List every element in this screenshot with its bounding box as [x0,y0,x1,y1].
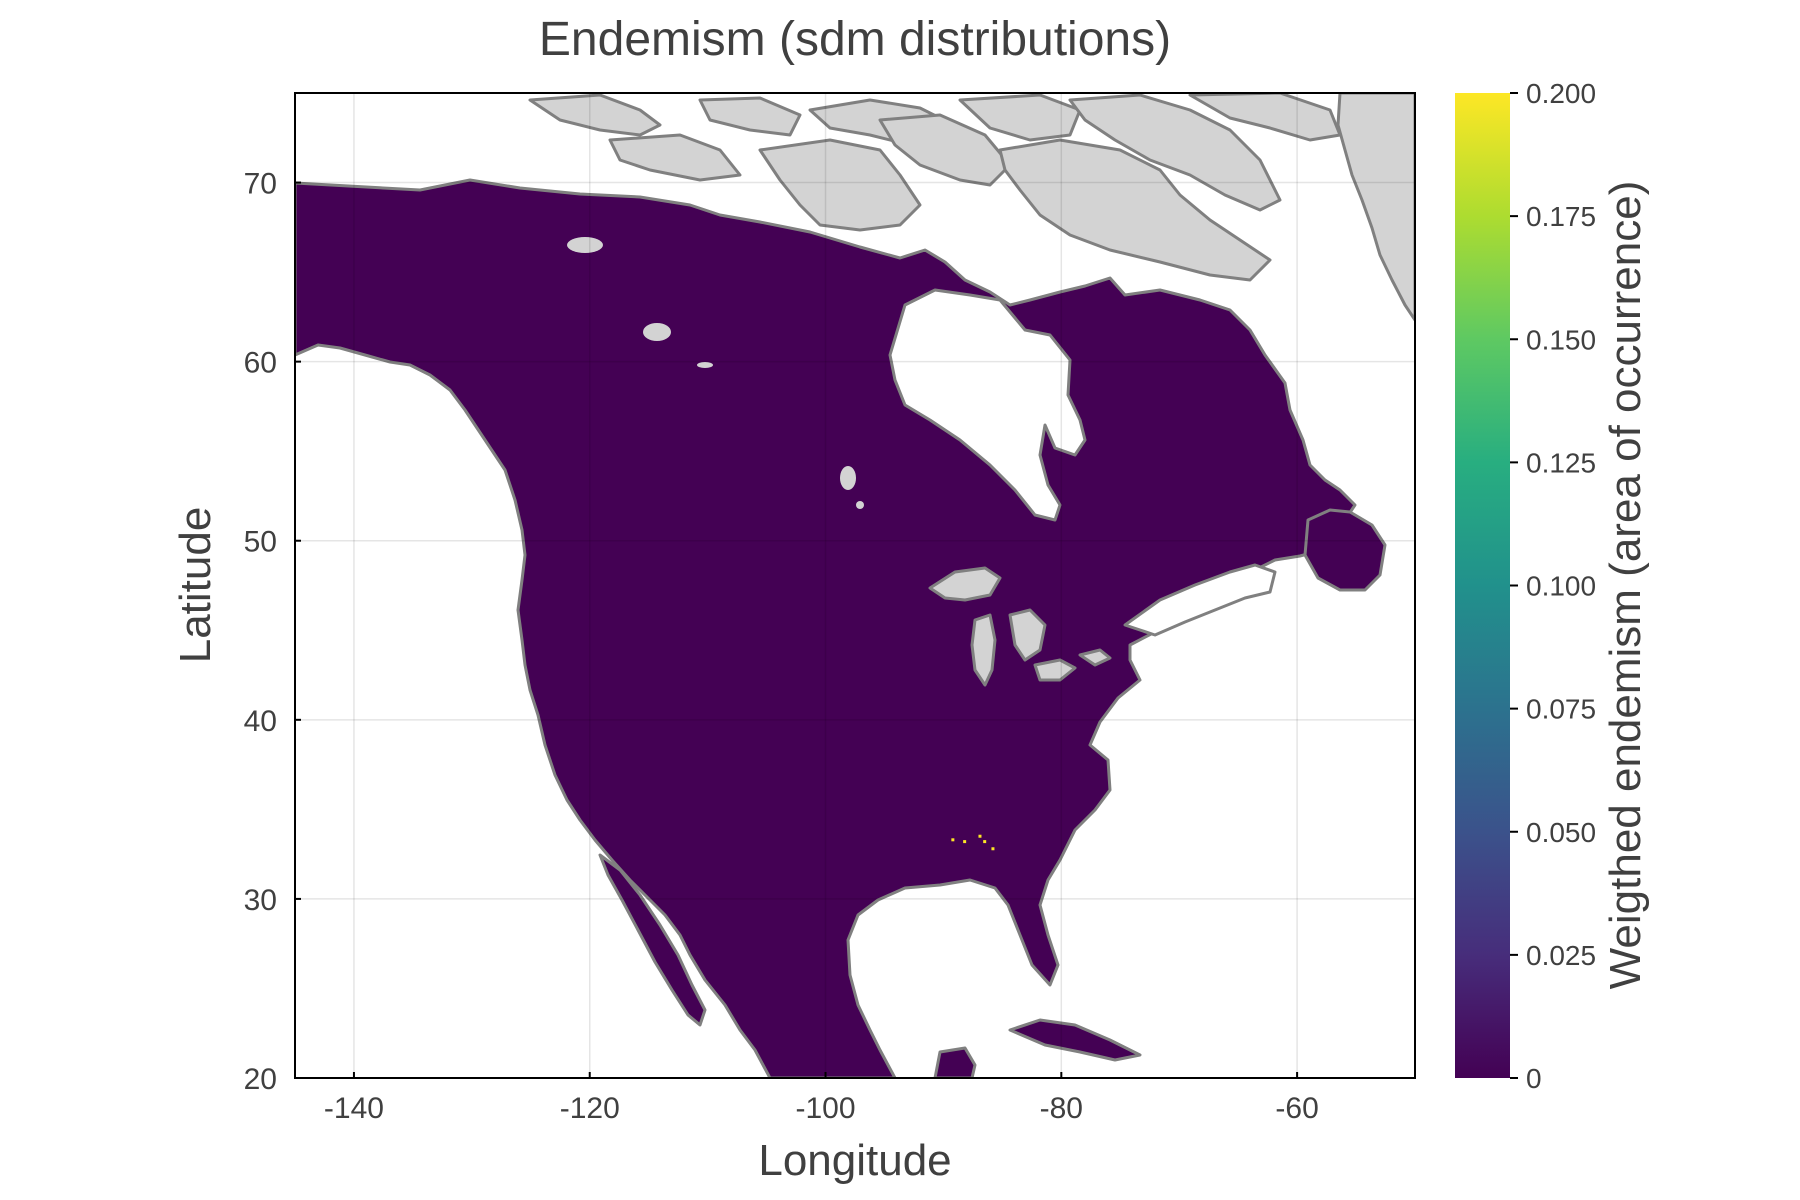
newfoundland [1303,508,1387,592]
highlight-cell [978,834,982,838]
gulf-st-lawrence [1123,563,1277,637]
highlight-cells [951,834,995,851]
colorbar-label: Weigthed endemism (area of occurrence) [1601,181,1650,990]
arctic-islands [528,93,1342,282]
inland-lake [697,362,713,368]
arctic-island [698,96,802,137]
hudson-bay [888,288,1087,522]
arctic-island [878,113,1012,187]
great-lakes [928,566,1112,687]
inland-lake [643,323,671,341]
great-lake [928,566,1002,602]
colorbar-tick-label: 0.125 [1526,447,1596,478]
highlight-cell [991,847,995,851]
colorbar-tick-label: 0.200 [1526,78,1596,109]
colorbar-tick-label: 0.050 [1526,817,1596,848]
arctic-island [758,138,922,232]
y-tick-label: 40 [244,705,277,738]
colorbar-ticks: 0 0.025 0.050 0.075 0.100 0.125 0.150 0.175 0.20… [1510,78,1596,1094]
y-tick-label: 70 [244,168,277,201]
arctic-island [958,93,1082,142]
colorbar-tick-label: 0.075 [1526,694,1596,725]
x-tick-label: -100 [796,1092,856,1125]
great-lake [1033,658,1077,682]
arctic-island [1068,93,1282,212]
highlight-cell [983,840,987,844]
colorbar-gradient [1455,93,1510,1078]
inland-lakes [567,237,864,509]
inland-lake [840,466,856,490]
y-tick-label: 50 [244,526,277,559]
x-tick-label: -140 [324,1092,384,1125]
plot-frame [294,92,1416,1079]
great-lake [1008,608,1047,662]
arctic-island [998,138,1272,282]
baja-california [598,853,707,1027]
y-axis: 20 30 40 50 60 70 [244,168,301,1096]
colorbar: 0 0.025 0.050 0.075 0.100 0.125 0.150 0.175 0.20… [1455,78,1650,1094]
x-axis-label: Longitude [758,1136,951,1185]
greenland [1336,93,1415,322]
arctic-island [1188,93,1342,142]
y-axis-label: Latitude [171,507,220,664]
y-tick-label: 30 [244,884,277,917]
cuba [1008,1018,1142,1062]
highlight-cell [963,840,967,844]
plot-area [294,92,1416,1079]
colorbar-tick-label: 0.175 [1526,201,1596,232]
x-axis: -140 -120 -100 -80 -60 [324,1072,1319,1125]
gridlines [295,93,1415,1078]
colorbar-tick-label: 0.025 [1526,940,1596,971]
chart-title: Endemism (sdm distributions) [539,13,1171,66]
y-tick-label: 20 [244,1063,277,1096]
north-america-landmass [295,178,1357,1078]
colorbar-tick-label: 0 [1526,1063,1542,1094]
great-lake [970,613,997,687]
arctic-island [528,93,662,137]
arctic-island [608,133,742,182]
highlight-cell [951,838,955,842]
colorbar-tick-label: 0.150 [1526,324,1596,355]
yucatan [933,1046,977,1078]
colorbar-tick-label: 0.100 [1526,571,1596,602]
inland-lake [567,237,603,253]
inland-lake [856,501,864,509]
great-lake [1078,648,1112,667]
x-tick-label: -60 [1275,1092,1318,1125]
x-tick-label: -80 [1040,1092,1083,1125]
x-tick-label: -120 [560,1092,620,1125]
y-tick-label: 60 [244,347,277,380]
